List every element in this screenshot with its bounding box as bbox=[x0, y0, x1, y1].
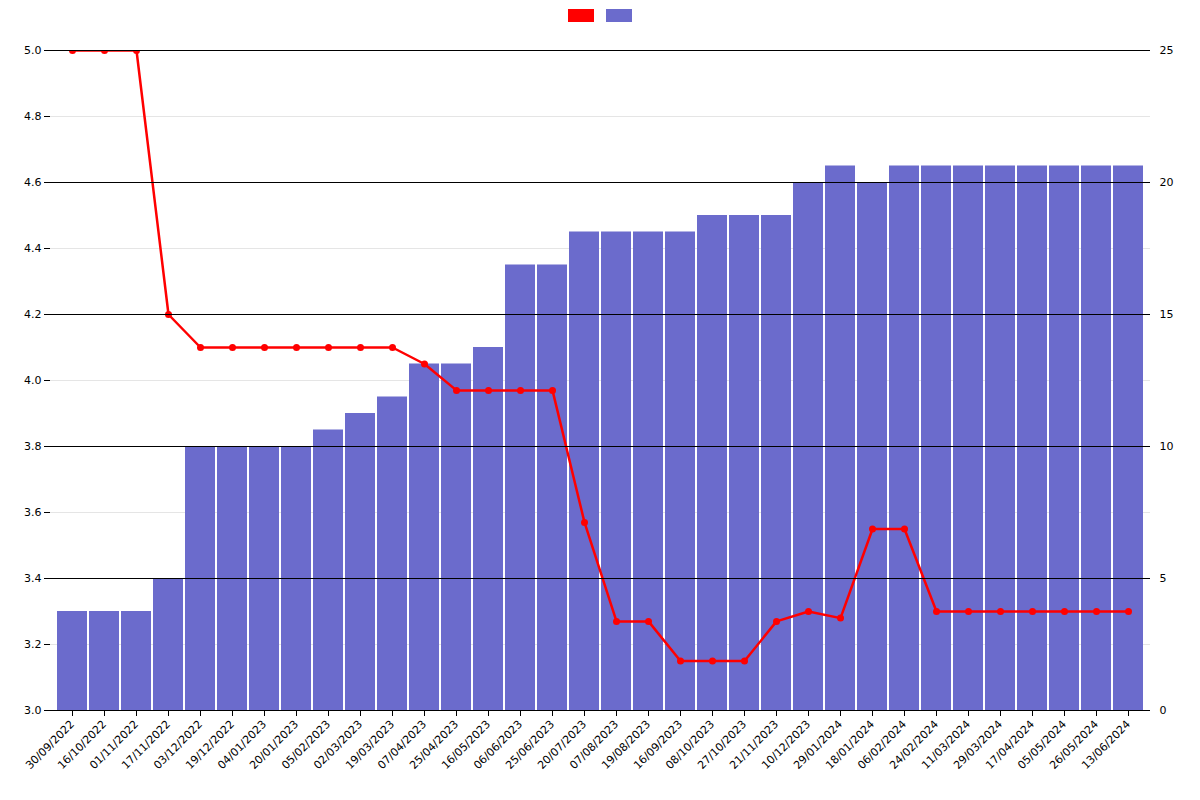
svg-text:16/05/2023: 16/05/2023 bbox=[439, 717, 494, 772]
svg-text:06/02/2024: 06/02/2024 bbox=[855, 717, 910, 772]
svg-text:16/09/2023: 16/09/2023 bbox=[631, 717, 686, 772]
svg-text:24/02/2024: 24/02/2024 bbox=[887, 717, 942, 772]
svg-text:05/05/2024: 05/05/2024 bbox=[1015, 717, 1070, 772]
svg-text:26/05/2024: 26/05/2024 bbox=[1047, 717, 1102, 772]
svg-text:03/12/2022: 03/12/2022 bbox=[151, 717, 206, 772]
svg-text:20: 20 bbox=[1160, 176, 1174, 189]
svg-text:29/01/2024: 29/01/2024 bbox=[791, 717, 846, 772]
svg-text:3.8: 3.8 bbox=[24, 440, 42, 453]
svg-text:0: 0 bbox=[1160, 704, 1167, 717]
svg-text:5.0: 5.0 bbox=[24, 44, 42, 57]
svg-text:4.0: 4.0 bbox=[24, 374, 42, 387]
svg-text:25/06/2023: 25/06/2023 bbox=[503, 717, 558, 772]
svg-text:21/11/2023: 21/11/2023 bbox=[727, 717, 782, 772]
svg-text:25/04/2023: 25/04/2023 bbox=[407, 717, 462, 772]
svg-text:19/03/2023: 19/03/2023 bbox=[343, 717, 398, 772]
svg-text:19/12/2022: 19/12/2022 bbox=[183, 717, 238, 772]
svg-text:05/02/2023: 05/02/2023 bbox=[279, 717, 334, 772]
svg-text:13/06/2024: 13/06/2024 bbox=[1079, 718, 1133, 772]
svg-text:08/10/2023: 08/10/2023 bbox=[663, 717, 718, 772]
svg-text:20/01/2023: 20/01/2023 bbox=[247, 717, 302, 772]
svg-text:20/07/2023: 20/07/2023 bbox=[535, 717, 590, 772]
svg-text:04/01/2023: 04/01/2023 bbox=[215, 717, 270, 772]
svg-text:15: 15 bbox=[1160, 308, 1174, 321]
svg-text:17/04/2024: 17/04/2024 bbox=[983, 717, 1038, 772]
svg-text:30/09/2022: 30/09/2022 bbox=[23, 717, 78, 772]
svg-text:17/11/2022: 17/11/2022 bbox=[119, 717, 174, 772]
svg-text:16/10/2022: 16/10/2022 bbox=[55, 717, 110, 772]
svg-text:3.4: 3.4 bbox=[24, 572, 42, 585]
svg-text:4.8: 4.8 bbox=[24, 110, 42, 123]
svg-text:25: 25 bbox=[1160, 44, 1174, 57]
svg-text:5: 5 bbox=[1160, 572, 1167, 585]
svg-text:4.4: 4.4 bbox=[24, 242, 42, 255]
svg-text:07/08/2023: 07/08/2023 bbox=[567, 717, 622, 772]
svg-text:07/04/2023: 07/04/2023 bbox=[375, 717, 430, 772]
svg-text:19/08/2023: 19/08/2023 bbox=[599, 717, 654, 772]
svg-text:4.6: 4.6 bbox=[24, 176, 42, 189]
svg-text:10: 10 bbox=[1160, 440, 1174, 453]
svg-text:27/10/2023: 27/10/2023 bbox=[695, 717, 750, 772]
svg-text:10/12/2023: 10/12/2023 bbox=[759, 717, 814, 772]
svg-text:02/03/2023: 02/03/2023 bbox=[311, 717, 366, 772]
svg-text:01/11/2022: 01/11/2022 bbox=[87, 717, 142, 772]
svg-text:3.0: 3.0 bbox=[24, 704, 42, 717]
svg-text:3.6: 3.6 bbox=[24, 506, 42, 519]
svg-text:06/06/2023: 06/06/2023 bbox=[471, 717, 526, 772]
svg-text:18/01/2024: 18/01/2024 bbox=[823, 717, 878, 772]
svg-text:29/03/2024: 29/03/2024 bbox=[951, 717, 1006, 772]
svg-text:3.2: 3.2 bbox=[24, 638, 42, 651]
svg-text:4.2: 4.2 bbox=[24, 308, 42, 321]
svg-text:11/03/2024: 11/03/2024 bbox=[919, 717, 974, 772]
